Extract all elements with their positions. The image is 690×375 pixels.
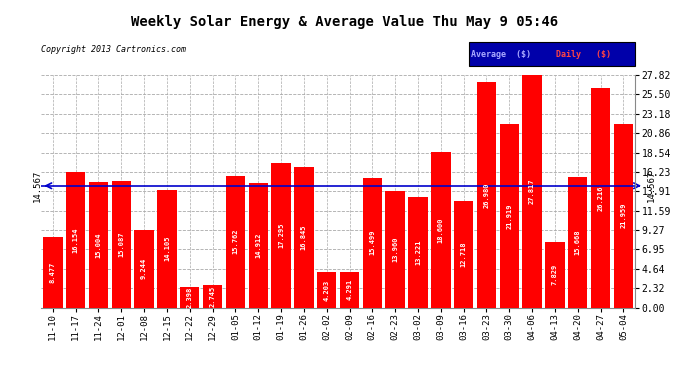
Text: 15.499: 15.499 <box>369 230 375 255</box>
Text: 21.959: 21.959 <box>620 203 627 228</box>
Text: 2.745: 2.745 <box>210 285 215 307</box>
Bar <box>66 172 86 308</box>
Bar <box>522 75 542 307</box>
Text: 27.817: 27.817 <box>529 178 535 204</box>
Bar <box>294 167 313 308</box>
FancyBboxPatch shape <box>469 42 635 66</box>
Text: 26.216: 26.216 <box>598 185 604 211</box>
Text: 14.105: 14.105 <box>164 236 170 261</box>
Text: Weekly Solar Energy & Average Value Thu May 9 05:46: Weekly Solar Energy & Average Value Thu … <box>131 15 559 29</box>
Bar <box>317 272 337 308</box>
Bar <box>408 197 428 308</box>
Bar <box>591 88 610 308</box>
Text: 17.295: 17.295 <box>278 222 284 248</box>
Bar <box>89 182 108 308</box>
Bar <box>135 230 154 308</box>
Bar <box>271 163 290 308</box>
Bar <box>568 177 587 308</box>
Text: Average  ($): Average ($) <box>471 50 531 58</box>
Bar <box>112 182 131 308</box>
Text: 15.004: 15.004 <box>95 232 101 258</box>
Bar <box>339 272 359 308</box>
Text: 21.919: 21.919 <box>506 203 512 229</box>
Text: 4.291: 4.291 <box>346 279 353 300</box>
Text: 14.567: 14.567 <box>32 170 41 202</box>
Bar <box>613 124 633 308</box>
Text: 26.980: 26.980 <box>484 182 489 207</box>
Text: 16.154: 16.154 <box>72 227 79 253</box>
Bar <box>226 176 245 308</box>
Text: 14.912: 14.912 <box>255 232 262 258</box>
Bar <box>454 201 473 308</box>
Text: 16.845: 16.845 <box>301 224 307 250</box>
Bar <box>363 178 382 308</box>
Bar <box>500 124 519 308</box>
Text: 15.762: 15.762 <box>233 229 239 254</box>
Text: 4.203: 4.203 <box>324 279 330 300</box>
Text: 18.600: 18.600 <box>437 217 444 243</box>
Bar <box>180 288 199 308</box>
Text: 15.668: 15.668 <box>575 229 581 255</box>
Text: 9.244: 9.244 <box>141 258 147 279</box>
Bar <box>203 285 222 308</box>
Text: 12.718: 12.718 <box>461 242 466 267</box>
Bar <box>477 82 496 308</box>
Bar <box>386 191 405 308</box>
Bar <box>431 152 451 308</box>
Bar <box>545 242 564 308</box>
Text: 8.477: 8.477 <box>50 261 56 283</box>
Text: 2.398: 2.398 <box>187 287 193 308</box>
Bar <box>248 183 268 308</box>
Text: 14.567: 14.567 <box>647 170 656 202</box>
Bar <box>43 237 63 308</box>
Bar <box>157 190 177 308</box>
Text: 15.087: 15.087 <box>118 232 124 257</box>
Text: 13.221: 13.221 <box>415 240 421 265</box>
Text: 13.960: 13.960 <box>392 236 398 262</box>
Text: Daily   ($): Daily ($) <box>556 50 611 58</box>
Text: Copyright 2013 Cartronics.com: Copyright 2013 Cartronics.com <box>41 45 186 54</box>
Text: 7.829: 7.829 <box>552 264 558 285</box>
